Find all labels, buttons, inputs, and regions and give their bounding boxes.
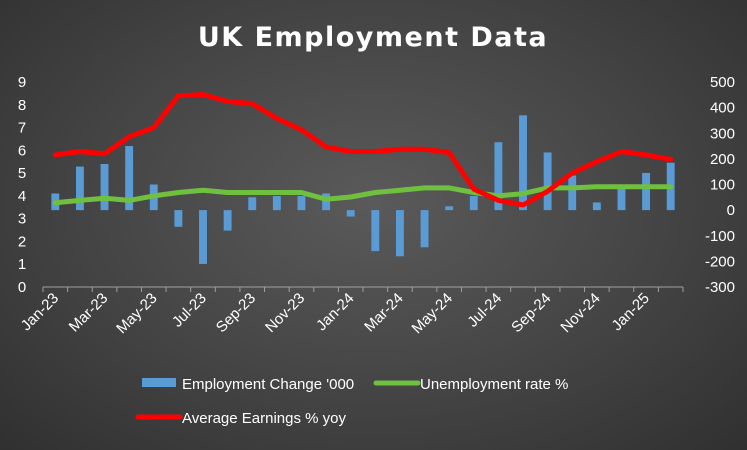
x-tick-label: Jan-24	[313, 290, 357, 334]
left-axis-tick: 9	[18, 74, 26, 91]
left-axis-tick: 4	[18, 188, 26, 205]
employment-bar	[248, 197, 257, 211]
right-axis-tick: 100	[710, 177, 735, 194]
right-axis-tick: 0	[727, 202, 735, 219]
employment-bar	[469, 196, 478, 211]
employment-bar	[297, 196, 306, 211]
x-tick-label: May-23	[113, 290, 160, 337]
x-tick-label: Mar-23	[66, 290, 112, 336]
employment-bar	[420, 210, 429, 248]
x-tick-label: Nov-24	[557, 290, 603, 336]
legend: Employment Change '000 Unemployment rate …	[135, 376, 568, 427]
x-tick-label: Sep-24	[508, 290, 554, 336]
right-axis-tick: -200	[705, 253, 735, 270]
employment-bar	[174, 210, 183, 227]
employment-bar	[199, 210, 207, 264]
employment-bar	[519, 115, 527, 211]
legend-item-unemployment: Unemployment rate %	[420, 376, 568, 393]
right-axis-tick: 300	[710, 125, 735, 142]
left-axis-tick: 0	[18, 279, 26, 296]
employment-bar	[445, 206, 454, 211]
x-tick-label: Jul-23	[169, 290, 210, 331]
left-axis-tick: 2	[18, 233, 26, 250]
right-axis-tick: 500	[710, 74, 735, 91]
x-tick-label: Nov-23	[262, 290, 308, 336]
x-tick-label: May-24	[409, 290, 456, 337]
earnings-line	[52, 92, 674, 208]
unemployment-line	[52, 184, 674, 206]
employment-bar	[223, 210, 232, 231]
employment-bar	[75, 166, 84, 211]
right-axis-tick: -300	[705, 279, 735, 296]
left-axis-tick: 3	[18, 211, 26, 228]
legend-swatch-bar	[142, 378, 176, 387]
employment-bar	[568, 175, 577, 211]
left-axis-tick: 5	[18, 165, 26, 182]
legend-item-employment: Employment Change '000	[182, 376, 354, 393]
employment-bar	[100, 164, 109, 211]
lines-layer	[52, 92, 674, 208]
x-tick-label: Jan-25	[608, 290, 652, 334]
employment-bar	[642, 172, 651, 211]
x-tick-label: Jan-23	[18, 290, 62, 334]
x-tick-label: Sep-23	[213, 290, 259, 336]
left-axis-tick: 8	[18, 97, 26, 114]
employment-bar	[592, 202, 601, 211]
employment-bar	[125, 146, 134, 211]
right-axis-tick: 400	[710, 100, 735, 117]
legend-item-earnings: Average Earnings % yoy	[182, 410, 346, 427]
left-axis-tick: 6	[18, 142, 26, 159]
employment-bar	[272, 196, 281, 211]
right-axis-tick: -100	[705, 228, 735, 245]
x-tick-label: Mar-24	[361, 290, 407, 336]
x-tick-label: Jul-24	[464, 290, 505, 331]
left-axis-tick: 1	[18, 256, 26, 273]
employment-bar	[395, 210, 404, 257]
employment-bar	[494, 142, 503, 211]
left-axis-tick: 7	[18, 120, 26, 137]
employment-bar	[371, 210, 380, 252]
employment-bar	[617, 184, 626, 211]
chart-title: UK Employment Data	[198, 22, 548, 53]
employment-bar	[543, 152, 552, 211]
right-axis-tick: 200	[710, 151, 735, 168]
employment-bar	[346, 210, 355, 217]
